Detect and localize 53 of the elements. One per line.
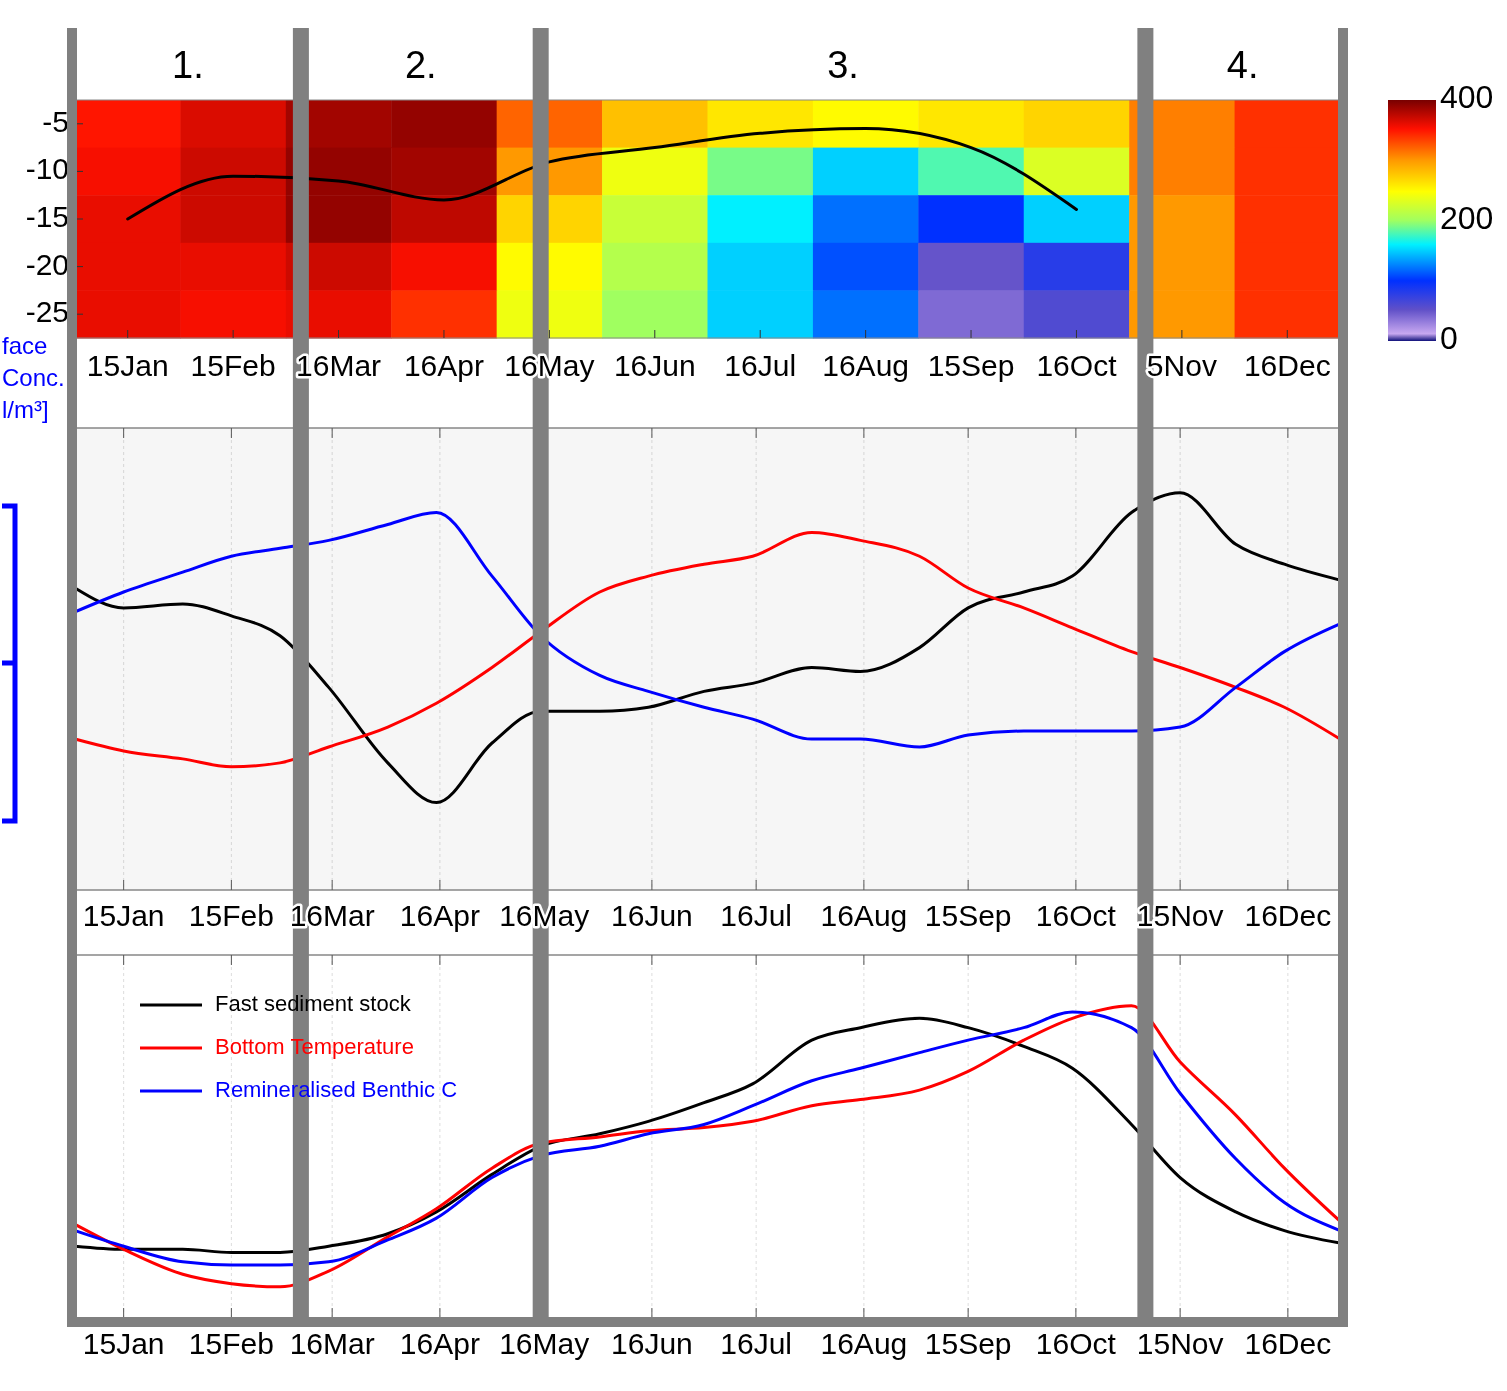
- x-tick-label: 16Aug: [820, 899, 908, 932]
- legend-label: Remineralised Benthic C: [215, 1076, 458, 1102]
- x-tick-label: 15Jan: [82, 899, 165, 932]
- x-tick-label: 16Aug: [822, 349, 909, 382]
- text: 1.: [172, 44, 204, 86]
- x-tick-label: 16Dec: [1244, 899, 1332, 932]
- text: 4.: [1226, 44, 1259, 86]
- x-tick-label: 16Oct: [1035, 899, 1117, 932]
- color-bar-label: 400: [1440, 79, 1494, 116]
- x-tick-label: 16Jun: [611, 899, 693, 932]
- x-tick-label: 15Feb: [188, 1327, 274, 1360]
- x-tick-label: 16Jun: [613, 349, 696, 382]
- x-tick-label: 16Jul: [724, 349, 797, 382]
- color-bar-label: 200: [1440, 199, 1494, 236]
- x-tick-label: 16Jul: [720, 899, 793, 932]
- x-tick-label: 16May: [499, 1327, 590, 1360]
- x-tick-label: 16Apr: [399, 899, 480, 932]
- x-tick-label: 16Oct: [1036, 349, 1118, 382]
- y-tick-label: -20: [25, 247, 69, 281]
- legend-label: Fast sediment stock: [215, 990, 412, 1016]
- x-tick-label: 15Sep: [924, 899, 1012, 932]
- x-tick-label: 16Dec: [1244, 1327, 1332, 1360]
- x-tick-label: 16Aug: [820, 1327, 908, 1360]
- text: 3.: [827, 44, 859, 86]
- y-tick-label: -25: [25, 295, 69, 329]
- x-tick-label: 15Jan: [82, 1327, 165, 1360]
- x-tick-label: 15Feb: [188, 899, 274, 932]
- x-tick-label: 16Mar: [296, 349, 382, 382]
- x-tick-label: 15Jan: [86, 349, 169, 382]
- x-tick-label: 15Feb: [190, 349, 276, 382]
- y-tick-label: -10: [25, 152, 69, 186]
- x-tick-label: 16Mar: [289, 899, 375, 932]
- x-tick-label: 16Apr: [403, 349, 484, 382]
- x-tick-label: 16Oct: [1035, 1327, 1117, 1360]
- text: 2.: [404, 44, 437, 86]
- color-bar-label: 0: [1440, 320, 1458, 357]
- y-tick-label: -5: [42, 104, 69, 138]
- x-tick-label: 15Sep: [924, 1327, 1012, 1360]
- x-tick-label: 15Sep: [927, 349, 1015, 382]
- x-tick-label: 15Nov: [1136, 899, 1224, 932]
- x-tick-label: 16Jul: [720, 1327, 793, 1360]
- x-tick-label: 16Dec: [1243, 349, 1331, 382]
- x-tick-label: 16May: [504, 349, 595, 382]
- y-tick-label: -15: [25, 199, 69, 233]
- x-tick-label: 16Apr: [399, 1327, 480, 1360]
- x-tick-label: 16Jun: [611, 1327, 693, 1360]
- legend-label: Bottom Temperature: [215, 1033, 414, 1059]
- x-tick-label: 16May: [499, 899, 590, 932]
- line-series: [126, 127, 1078, 221]
- y-axis-title: face Conc. l/m³]: [2, 332, 65, 423]
- x-tick-label: 16Mar: [289, 1327, 375, 1360]
- x-tick-label: 15Nov: [1136, 1327, 1224, 1360]
- x-tick-label: 5Nov: [1146, 349, 1217, 382]
